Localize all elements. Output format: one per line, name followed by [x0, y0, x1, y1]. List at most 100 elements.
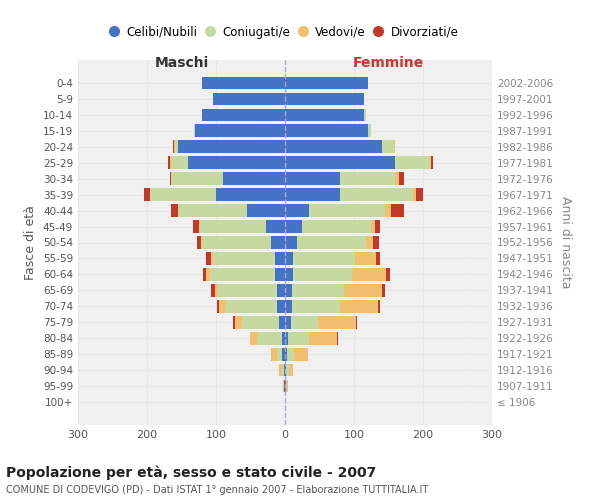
Bar [275, 252, 285, 264]
Bar [290, 316, 318, 328]
Bar [213, 252, 275, 264]
Bar [188, 156, 285, 169]
Bar [285, 380, 286, 392]
Y-axis label: Anni di nascita: Anni di nascita [559, 196, 572, 289]
Legend: Celibi/Nubili, Coniugati/e, Vedovi/e, Divorziati/e: Celibi/Nubili, Coniugati/e, Vedovi/e, Di… [108, 22, 462, 42]
Bar [285, 252, 293, 264]
Bar [399, 172, 404, 185]
Bar [285, 140, 382, 153]
Bar [285, 268, 293, 280]
Bar [285, 332, 289, 344]
Bar [251, 332, 257, 344]
Bar [367, 236, 373, 248]
Bar [285, 204, 309, 217]
Bar [371, 220, 374, 233]
Bar [413, 188, 416, 201]
Bar [285, 284, 292, 296]
Bar [293, 252, 355, 264]
Bar [194, 124, 196, 137]
Bar [203, 268, 206, 280]
Bar [309, 332, 337, 344]
Bar [277, 284, 285, 296]
Bar [200, 220, 266, 233]
Bar [373, 236, 379, 248]
Y-axis label: Fasce di età: Fasce di età [25, 205, 37, 280]
Bar [352, 268, 386, 280]
Bar [285, 76, 368, 89]
Bar [206, 252, 211, 264]
Bar [356, 316, 358, 328]
Bar [298, 236, 367, 248]
Bar [340, 172, 395, 185]
Text: Popolazione per età, sesso e stato civile - 2007: Popolazione per età, sesso e stato civil… [6, 465, 376, 479]
Bar [376, 252, 380, 264]
Bar [202, 236, 271, 248]
Bar [285, 220, 302, 233]
Bar [340, 300, 378, 312]
Bar [285, 364, 286, 376]
Bar [196, 124, 285, 137]
Bar [143, 188, 151, 201]
Bar [201, 236, 202, 248]
Bar [170, 172, 171, 185]
Bar [199, 220, 200, 233]
Bar [193, 220, 199, 233]
Bar [378, 300, 380, 312]
Bar [395, 156, 430, 169]
Bar [202, 76, 285, 89]
Bar [340, 188, 413, 201]
Bar [271, 348, 277, 360]
Bar [382, 140, 394, 153]
Bar [394, 140, 395, 153]
Bar [266, 220, 285, 233]
Bar [282, 348, 285, 360]
Bar [292, 300, 340, 312]
Bar [210, 268, 275, 280]
Bar [242, 316, 280, 328]
Bar [285, 316, 290, 328]
Bar [285, 172, 340, 185]
Bar [286, 364, 289, 376]
Bar [277, 300, 285, 312]
Bar [285, 124, 368, 137]
Bar [286, 380, 288, 392]
Bar [169, 156, 170, 169]
Bar [431, 156, 433, 169]
Text: Maschi: Maschi [154, 56, 209, 70]
Bar [294, 348, 308, 360]
Bar [223, 172, 285, 185]
Bar [293, 268, 352, 280]
Bar [285, 92, 364, 105]
Bar [385, 204, 391, 217]
Bar [364, 108, 366, 121]
Text: Femmine: Femmine [353, 56, 424, 70]
Bar [171, 204, 178, 217]
Bar [430, 156, 431, 169]
Bar [280, 364, 281, 376]
Bar [344, 284, 382, 296]
Bar [337, 332, 338, 344]
Bar [284, 364, 285, 376]
Bar [211, 284, 215, 296]
Bar [280, 316, 285, 328]
Bar [285, 188, 340, 201]
Bar [225, 300, 277, 312]
Bar [257, 332, 281, 344]
Bar [416, 188, 423, 201]
Bar [368, 124, 371, 137]
Bar [247, 204, 285, 217]
Bar [197, 236, 201, 248]
Bar [202, 108, 285, 121]
Bar [285, 236, 298, 248]
Bar [175, 140, 178, 153]
Bar [355, 252, 376, 264]
Bar [318, 316, 356, 328]
Bar [386, 268, 390, 280]
Bar [284, 380, 285, 392]
Bar [285, 348, 287, 360]
Bar [174, 140, 175, 153]
Bar [281, 364, 284, 376]
Bar [235, 316, 242, 328]
Bar [173, 140, 174, 153]
Bar [212, 92, 285, 105]
